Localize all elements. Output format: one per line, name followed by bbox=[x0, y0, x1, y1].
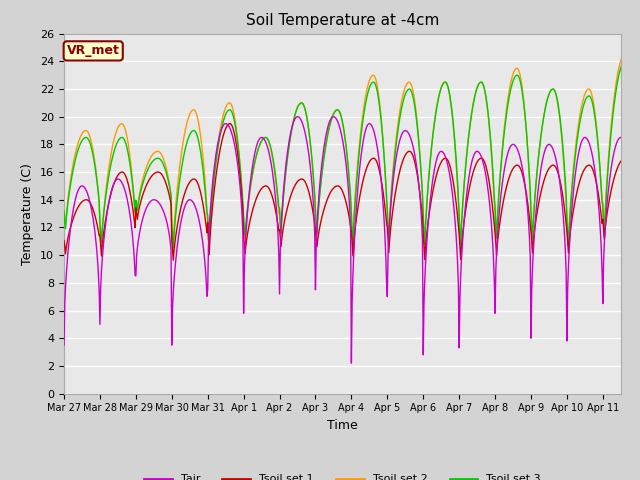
Title: Soil Temperature at -4cm: Soil Temperature at -4cm bbox=[246, 13, 439, 28]
X-axis label: Time: Time bbox=[327, 419, 358, 432]
Text: VR_met: VR_met bbox=[67, 44, 120, 58]
Legend: Tair, Tsoil set 1, Tsoil set 2, Tsoil set 3: Tair, Tsoil set 1, Tsoil set 2, Tsoil se… bbox=[140, 470, 545, 480]
Y-axis label: Temperature (C): Temperature (C) bbox=[22, 163, 35, 264]
